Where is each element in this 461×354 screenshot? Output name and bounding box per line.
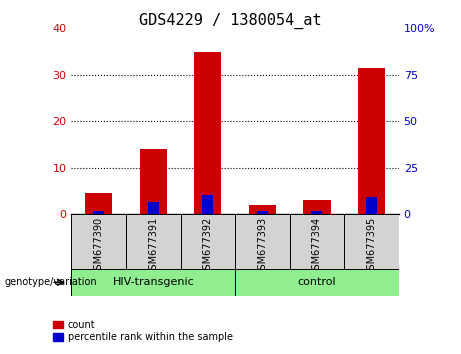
Bar (85, 193, 112, 214)
Bar (194, 52, 221, 214)
Bar (366, 196, 377, 214)
Bar (71, 214, 126, 269)
Text: GSM677392: GSM677392 (203, 217, 213, 276)
Text: GSM677394: GSM677394 (312, 217, 322, 276)
Legend: count, percentile rank within the sample: count, percentile rank within the sample (53, 320, 233, 342)
Bar (257, 211, 268, 214)
Bar (140, 149, 167, 214)
Bar (93, 211, 104, 214)
Bar (358, 68, 385, 214)
Bar (312, 211, 322, 214)
Text: HIV-transgenic: HIV-transgenic (112, 277, 194, 287)
Bar (202, 195, 213, 214)
Text: control: control (298, 277, 336, 287)
Bar (290, 214, 344, 269)
Bar (148, 202, 159, 214)
Bar (181, 214, 235, 269)
Bar (235, 214, 290, 269)
Bar (303, 200, 331, 214)
Bar (71, 269, 235, 296)
Bar (249, 205, 276, 214)
Text: GDS4229 / 1380054_at: GDS4229 / 1380054_at (139, 12, 322, 29)
Bar (126, 214, 181, 269)
Bar (235, 269, 399, 296)
Text: GSM677391: GSM677391 (148, 217, 158, 276)
Bar (344, 214, 399, 269)
Text: GSM677393: GSM677393 (257, 217, 267, 276)
Text: GSM677390: GSM677390 (94, 217, 104, 276)
Text: GSM677395: GSM677395 (366, 217, 377, 276)
Text: genotype/variation: genotype/variation (5, 277, 97, 287)
